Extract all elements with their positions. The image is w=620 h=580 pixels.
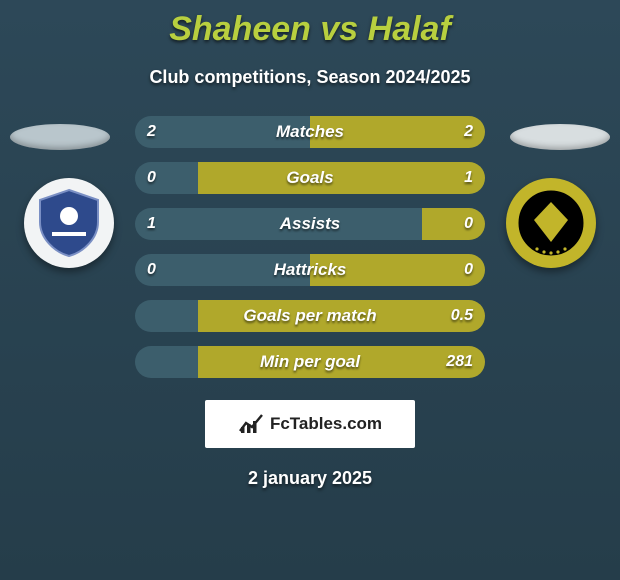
right-player-ellipse — [510, 124, 610, 150]
stat-value-left: 2 — [147, 116, 156, 148]
stat-label: Goals — [135, 162, 485, 194]
stat-row: Min per goal281 — [135, 346, 485, 378]
right-club-badge — [506, 178, 596, 268]
stat-value-right: 0.5 — [451, 300, 473, 332]
stat-row: Matches2 2 — [135, 116, 485, 148]
footer-label: FcTables.com — [270, 414, 382, 434]
stat-value-right: 0 — [464, 208, 473, 240]
stat-value-right: 1 — [464, 162, 473, 194]
stat-label: Hattricks — [135, 254, 485, 286]
stat-label: Goals per match — [135, 300, 485, 332]
shield-icon — [32, 186, 106, 260]
page-title: Shaheen vs Halaf — [0, 0, 620, 49]
stat-label: Min per goal — [135, 346, 485, 378]
stat-value-right: 281 — [446, 346, 473, 378]
left-club-badge — [24, 178, 114, 268]
stat-label: Assists — [135, 208, 485, 240]
diamond-badge-icon — [514, 186, 588, 260]
stat-value-right: 2 — [464, 116, 473, 148]
stat-label: Matches — [135, 116, 485, 148]
chart-icon — [238, 413, 264, 435]
stat-value-left: 0 — [147, 162, 156, 194]
stat-value-left: 0 — [147, 254, 156, 286]
subtitle: Club competitions, Season 2024/2025 — [0, 67, 620, 88]
stat-row: Goals per match0.5 — [135, 300, 485, 332]
left-player-ellipse — [10, 124, 110, 150]
footer-attribution: FcTables.com — [205, 400, 415, 448]
date-label: 2 january 2025 — [0, 468, 620, 489]
comparison-bars: Matches22Goals01Assists10Hattricks00Goal… — [135, 116, 485, 378]
stat-row: Hattricks0 0 — [135, 254, 485, 286]
stat-row: Assists1 0 — [135, 208, 485, 240]
infographic-wrap: Shaheen vs Halaf Club competitions, Seas… — [0, 0, 620, 580]
stat-value-right: 0 — [464, 254, 473, 286]
stat-value-left: 1 — [147, 208, 156, 240]
stat-row: Goals0 1 — [135, 162, 485, 194]
